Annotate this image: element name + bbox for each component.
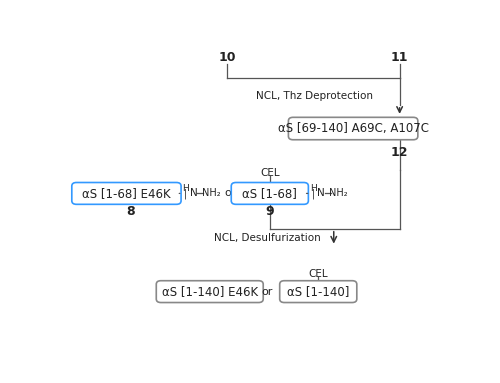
FancyBboxPatch shape — [280, 281, 357, 303]
Text: 9: 9 — [266, 205, 274, 218]
Text: NH₂: NH₂ — [202, 188, 220, 198]
FancyBboxPatch shape — [156, 281, 263, 303]
Text: NH₂: NH₂ — [330, 188, 348, 198]
Text: 10: 10 — [218, 51, 236, 64]
Text: 11: 11 — [391, 51, 408, 64]
Text: CEL: CEL — [260, 168, 280, 178]
Text: NCL, Thz Deprotection: NCL, Thz Deprotection — [256, 91, 373, 101]
Text: 8: 8 — [126, 205, 134, 218]
Text: αS [1-140] E46K: αS [1-140] E46K — [162, 285, 258, 298]
Text: H: H — [182, 183, 189, 193]
Text: |: | — [184, 188, 188, 199]
Text: or: or — [262, 286, 273, 296]
Text: αS [1-68]: αS [1-68] — [242, 187, 297, 200]
Text: or: or — [224, 188, 235, 198]
Text: H: H — [310, 183, 317, 193]
Text: |: | — [312, 188, 315, 199]
Text: αS [1-140]: αS [1-140] — [287, 285, 350, 298]
Text: αS [1-68] E46K: αS [1-68] E46K — [82, 187, 171, 200]
Text: αS [69-140] A69C, A107C: αS [69-140] A69C, A107C — [278, 122, 428, 135]
FancyBboxPatch shape — [72, 183, 181, 204]
Text: N: N — [318, 188, 325, 198]
Text: NCL, Desulfurization: NCL, Desulfurization — [214, 232, 321, 243]
Text: N: N — [190, 188, 198, 198]
FancyBboxPatch shape — [232, 183, 308, 204]
Text: CEL: CEL — [308, 268, 328, 278]
Text: 12: 12 — [391, 146, 408, 159]
FancyBboxPatch shape — [288, 117, 418, 140]
